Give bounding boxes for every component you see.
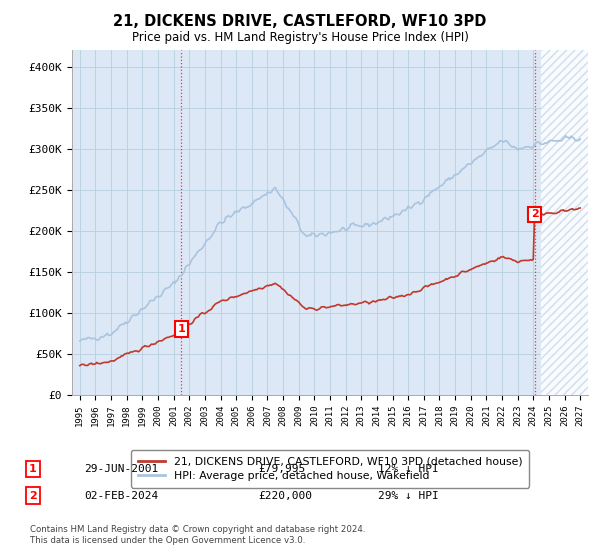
Text: 29-JUN-2001: 29-JUN-2001 [84, 464, 158, 474]
Text: Price paid vs. HM Land Registry's House Price Index (HPI): Price paid vs. HM Land Registry's House … [131, 31, 469, 44]
Text: 1: 1 [178, 324, 185, 334]
Text: 1: 1 [29, 464, 37, 474]
Text: £220,000: £220,000 [258, 491, 312, 501]
Text: 2: 2 [530, 209, 538, 220]
Text: 12% ↓ HPI: 12% ↓ HPI [378, 464, 439, 474]
Text: 2: 2 [29, 491, 37, 501]
Text: 02-FEB-2024: 02-FEB-2024 [84, 491, 158, 501]
Text: 29% ↓ HPI: 29% ↓ HPI [378, 491, 439, 501]
Legend: 21, DICKENS DRIVE, CASTLEFORD, WF10 3PD (detached house), HPI: Average price, de: 21, DICKENS DRIVE, CASTLEFORD, WF10 3PD … [131, 450, 529, 488]
Text: £79,995: £79,995 [258, 464, 305, 474]
Text: 21, DICKENS DRIVE, CASTLEFORD, WF10 3PD: 21, DICKENS DRIVE, CASTLEFORD, WF10 3PD [113, 14, 487, 29]
Text: Contains HM Land Registry data © Crown copyright and database right 2024.
This d: Contains HM Land Registry data © Crown c… [30, 525, 365, 545]
